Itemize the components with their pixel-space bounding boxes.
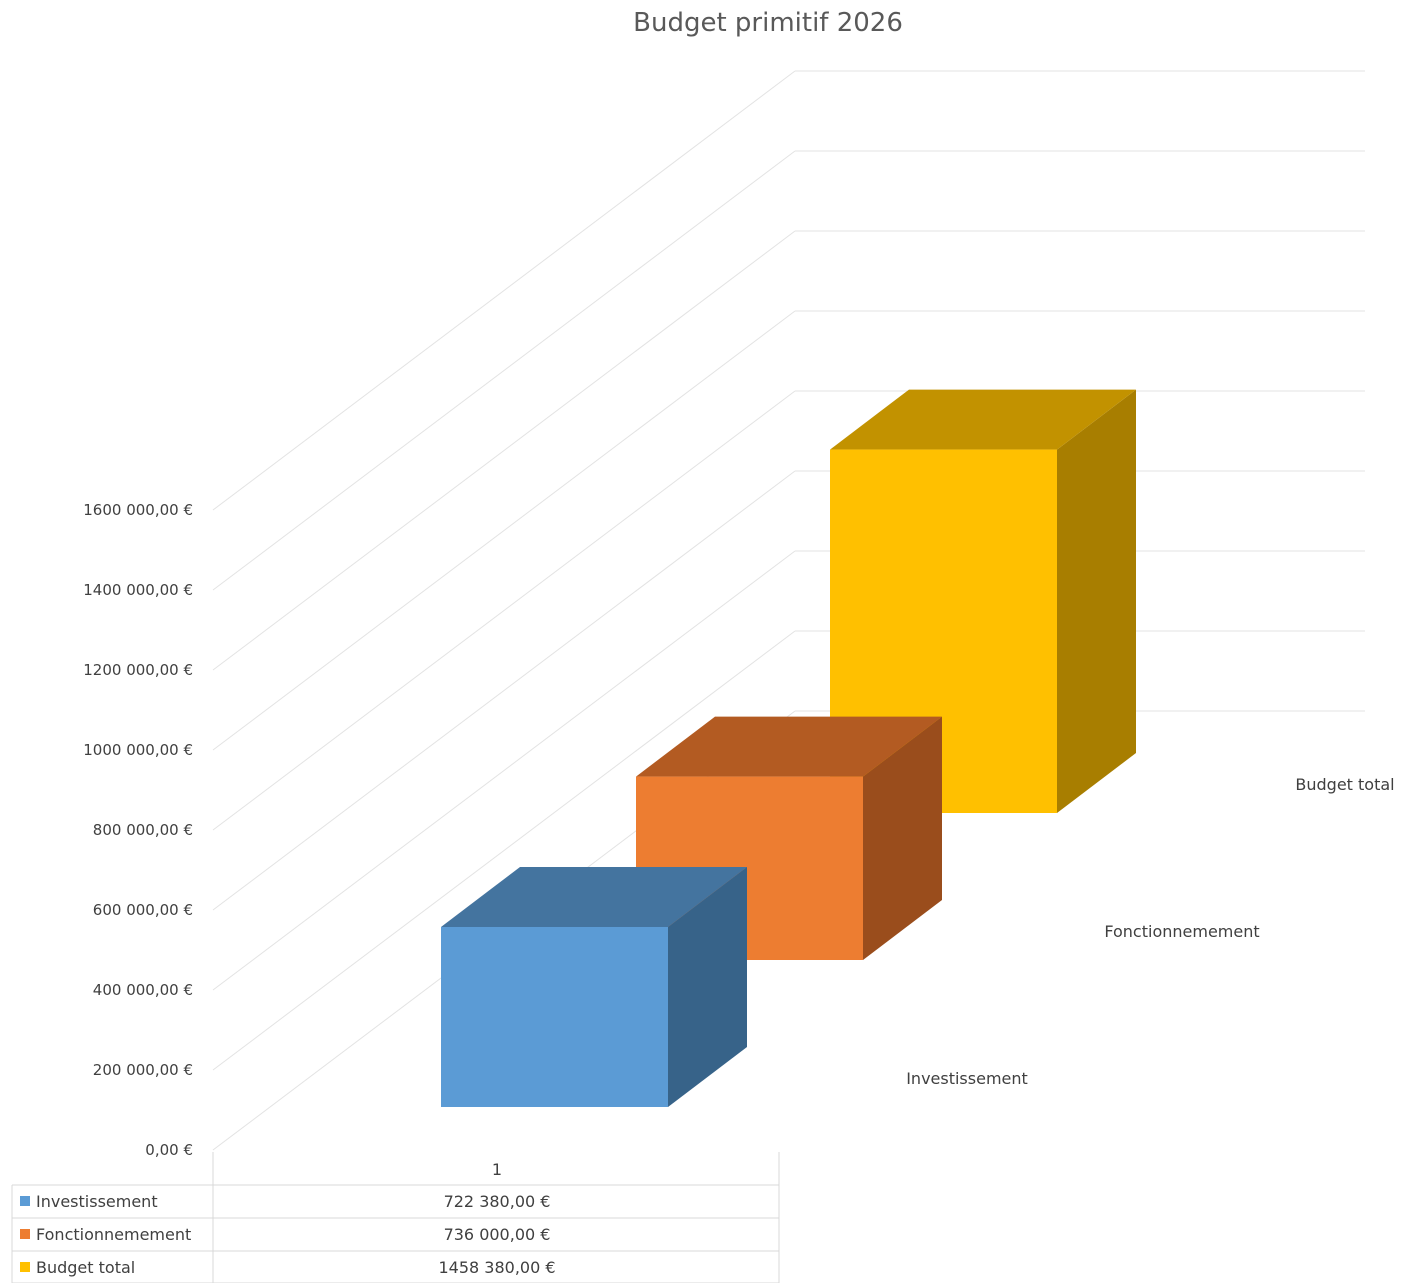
bar-front-face bbox=[441, 926, 668, 1107]
y-tick-label: 800 000,00 € bbox=[93, 821, 193, 839]
chart-title: Budget primitif 2026 bbox=[633, 8, 903, 38]
bars bbox=[441, 389, 1136, 1107]
series-axis-label: Fonctionnemement bbox=[1104, 922, 1259, 941]
side-wall-gridline bbox=[212, 470, 796, 911]
bar-side-face bbox=[668, 866, 747, 1107]
y-tick-label: 1600 000,00 € bbox=[83, 501, 193, 519]
series-axis-labels: Investissement Fonctionnemement Budget tot… bbox=[906, 775, 1394, 1088]
side-wall-gridline bbox=[212, 70, 796, 511]
table-value: 736 000,00 € bbox=[444, 1225, 551, 1244]
table-value: 722 380,00 € bbox=[444, 1192, 551, 1211]
side-wall-gridline bbox=[212, 390, 796, 831]
table-series-name: Fonctionnemement bbox=[36, 1225, 191, 1244]
legend-swatch bbox=[20, 1196, 30, 1206]
data-table: 1 Investissement 722 380,00 € Fonctionnemem… bbox=[11, 1152, 780, 1284]
y-tick-label: 1000 000,00 € bbox=[83, 741, 193, 759]
side-wall-gridline bbox=[212, 230, 796, 671]
side-wall-gridline bbox=[212, 310, 796, 751]
table-series-name: Investissement bbox=[36, 1192, 158, 1211]
bar-top-face bbox=[636, 716, 942, 777]
table-value: 1458 380,00 € bbox=[438, 1258, 555, 1277]
series-axis-label: Budget total bbox=[1295, 775, 1394, 794]
series-axis-label: Investissement bbox=[906, 1069, 1028, 1088]
bar-side-face bbox=[863, 716, 942, 960]
y-tick-label: 200 000,00 € bbox=[93, 1061, 193, 1079]
gridlines bbox=[212, 70, 1365, 1151]
bar-side-face bbox=[1057, 389, 1136, 813]
y-tick-label: 0,00 € bbox=[145, 1141, 193, 1159]
legend-swatch bbox=[20, 1229, 30, 1239]
y-tick-label: 1200 000,00 € bbox=[83, 661, 193, 679]
y-tick-label: 1400 000,00 € bbox=[83, 581, 193, 599]
y-tick-label: 600 000,00 € bbox=[93, 901, 193, 919]
table-series-name: Budget total bbox=[36, 1258, 135, 1277]
y-tick-label: 400 000,00 € bbox=[93, 981, 193, 999]
table-category-header: 1 bbox=[492, 1160, 502, 1179]
bar-investissement bbox=[441, 866, 747, 1107]
bar-top-face bbox=[830, 389, 1136, 450]
legend-swatch bbox=[20, 1262, 30, 1272]
side-wall-gridline bbox=[212, 630, 796, 1071]
side-wall-gridline bbox=[212, 550, 796, 991]
bar-top-face bbox=[441, 866, 747, 927]
y-axis-ticks: 0,00 € 200 000,00 € 400 000,00 € 600 000,00… bbox=[83, 501, 193, 1159]
side-wall-gridline bbox=[212, 150, 796, 591]
